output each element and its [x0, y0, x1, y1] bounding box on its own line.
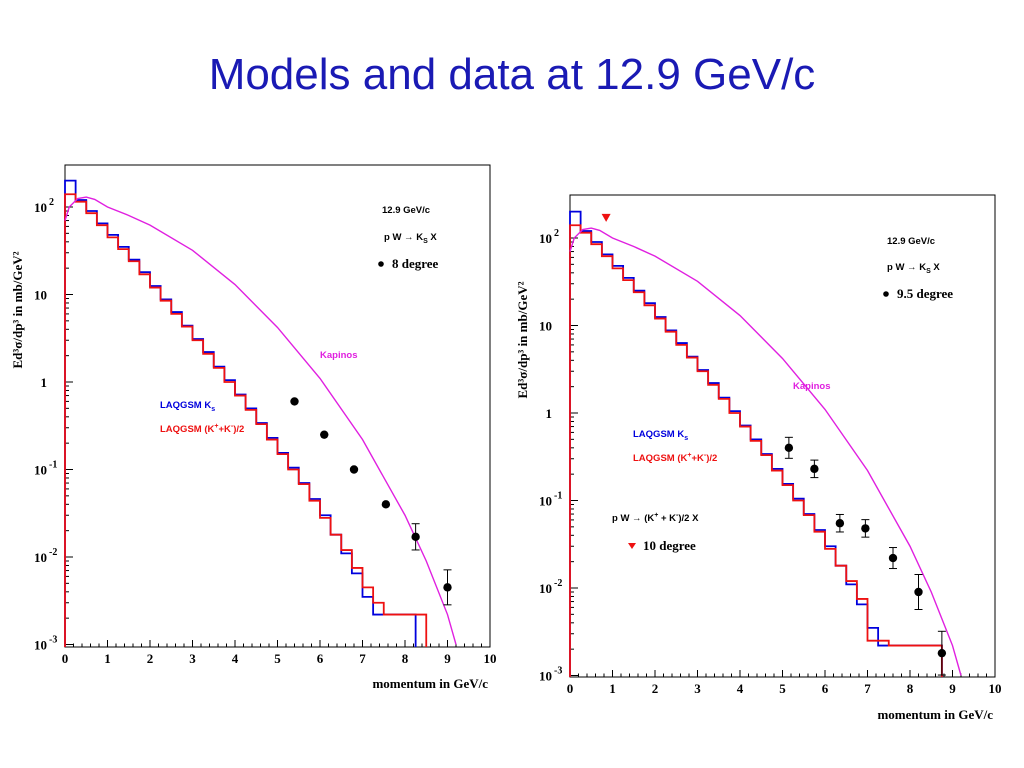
laqgsm-ks-label: LAQGSM Ks: [633, 429, 688, 442]
y-axis-title: Ed³σ/dp³ in mb/GeV²: [10, 251, 25, 368]
y-tick-label: 10: [34, 288, 47, 303]
y-tick-label: 10: [34, 638, 47, 653]
y-tick-label: 1: [41, 375, 48, 390]
angle-label: 8 degree: [392, 256, 439, 271]
y-axis-title: Ed³σ/dp³ in mb/GeV²: [515, 281, 530, 398]
data-points-group: [601, 213, 947, 676]
kapinos-label: Kapinos: [320, 350, 357, 361]
y-tick-label: 10: [539, 319, 552, 334]
series-line: [569, 210, 943, 677]
y-tick-label: 1: [546, 406, 553, 421]
data-point: [320, 430, 329, 439]
reaction2-label: p W → (K+ + K-)/2 X: [612, 512, 699, 524]
x-tick-label: 7: [359, 651, 366, 666]
y-tick-exponent: -3: [554, 666, 562, 677]
reaction-label: p W → KS X: [384, 232, 437, 245]
y-tick-exponent: -1: [554, 491, 562, 502]
series-line: [64, 196, 457, 645]
x-tick-label: 10: [989, 681, 1002, 696]
y-tick-exponent: -3: [49, 635, 57, 646]
energy-label: 12.9 GeV/c: [382, 205, 430, 216]
data-point: [861, 524, 870, 533]
x-tick-label: 6: [822, 681, 829, 696]
x-tick-label: 1: [609, 681, 616, 696]
series-group: [64, 179, 457, 647]
angle-legend-marker: [883, 291, 889, 297]
triangle-point: [601, 213, 611, 222]
laqgsm-kpm-label: LAQGSM (K++K-)/2: [160, 423, 244, 435]
y-tick-label: 10: [539, 669, 552, 684]
y-tick-exponent: -2: [49, 547, 57, 558]
x-tick-label: 0: [567, 681, 574, 696]
y-tick-label: 10: [34, 463, 47, 478]
triangle-legend-marker: [628, 543, 636, 549]
data-point: [349, 465, 359, 474]
angle-legend-marker: [378, 261, 384, 267]
y-tick-label: 10: [539, 231, 552, 246]
data-points-group: [290, 397, 452, 606]
x-axis-title: momentum in GeV/c: [877, 707, 993, 722]
y-tick-exponent: 2: [554, 228, 559, 239]
data-point: [443, 583, 452, 592]
x-tick-label: 4: [232, 651, 239, 666]
laqgsm-kpm-label: LAQGSM (K++K-)/2: [633, 452, 717, 464]
y-tick-label: 10: [539, 581, 552, 596]
x-tick-label: 6: [317, 651, 324, 666]
x-tick-label: 9: [444, 651, 451, 666]
x-ticks: 0 1 2 3 4 5 6 7 8 9 10: [62, 640, 497, 666]
x-tick-label: 8: [402, 651, 409, 666]
x-tick-label: 0: [62, 651, 69, 666]
x-tick-label: 10: [484, 651, 497, 666]
kapinos-label: Kapinos: [793, 381, 830, 392]
series-line: [569, 227, 962, 676]
data-point: [835, 519, 845, 528]
laqgsm-ks-label: LAQGSM Ks: [160, 400, 215, 413]
x-tick-label: 2: [652, 681, 659, 696]
series-group: [569, 210, 962, 677]
x-ticks: 0 1 2 3 4 5 6 7 8 9 10: [567, 670, 1002, 696]
y-tick-exponent: -1: [49, 460, 57, 471]
x-axis-title: momentum in GeV/c: [372, 676, 488, 691]
x-tick-label: 5: [274, 651, 281, 666]
x-tick-label: 4: [737, 681, 744, 696]
data-point: [810, 464, 819, 474]
y-tick-exponent: -2: [554, 578, 562, 589]
angle2-label: 10 degree: [643, 538, 696, 553]
y-tick-label: 10: [34, 200, 47, 215]
data-point: [411, 532, 420, 542]
data-point: [914, 587, 923, 597]
angle-label: 9.5 degree: [897, 286, 953, 301]
x-tick-label: 3: [189, 651, 196, 666]
x-tick-label: 7: [864, 681, 871, 696]
reaction-label: p W → KS X: [887, 262, 940, 275]
x-tick-label: 3: [694, 681, 701, 696]
series-line: [569, 224, 943, 677]
x-tick-label: 1: [104, 651, 111, 666]
slide-title: Models and data at 12.9 GeV/c: [208, 50, 816, 99]
y-tick-label: 10: [539, 494, 552, 509]
data-point: [784, 443, 794, 453]
data-point: [888, 553, 898, 563]
y-tick-label: 10: [34, 550, 47, 565]
x-tick-label: 9: [949, 681, 956, 696]
x-tick-label: 2: [147, 651, 154, 666]
series-line: [64, 193, 428, 647]
data-point: [937, 648, 947, 658]
energy-label: 12.9 GeV/c: [887, 236, 935, 247]
data-point: [290, 397, 299, 406]
data-point: [381, 500, 391, 509]
x-tick-label: 8: [907, 681, 914, 696]
x-tick-label: 5: [779, 681, 786, 696]
y-tick-exponent: 2: [49, 197, 54, 208]
